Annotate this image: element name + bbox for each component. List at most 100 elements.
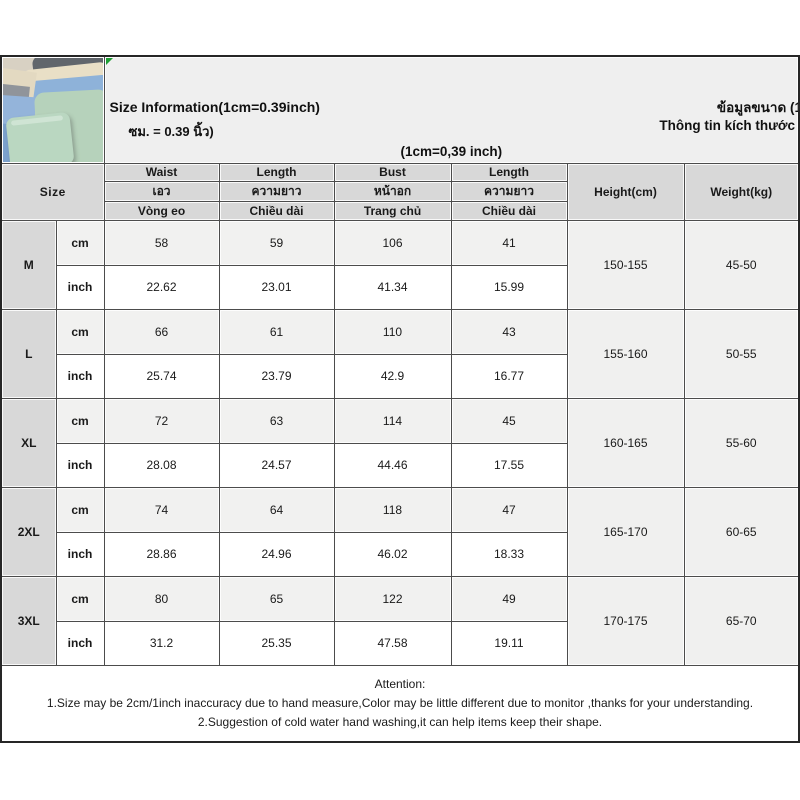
value-cell: 31.2 [103,620,220,666]
unit-label-cm: cm [55,575,105,622]
unit-label-cm: cm [55,219,105,266]
size-chart-sheet: Size Information(1cm=0.39inch) ซม. = 0.3… [0,55,800,743]
height-cell: 155-160 [566,308,685,399]
weight-cell: 50-55 [683,308,800,399]
attention-title: Attention: [374,677,426,692]
unit-label-inch: inch [55,442,105,488]
attention-row: Attention: 1.Size may be 2cm/1inch inacc… [0,664,800,743]
unit-label-cm: cm [55,486,105,533]
value-cell: 16.77 [450,353,568,399]
header-row-th: เอว ความยาว หน้าอก ความยาว [1,180,799,202]
value-cell: 45 [450,397,568,444]
weight-cell: 55-60 [683,397,800,488]
unit-label-inch: inch [55,531,105,577]
col-header-waist-th: เอว [103,180,220,202]
attention-line-1: 1.Size may be 2cm/1inch inaccuracy due t… [46,695,754,710]
col-header-length1-en: Length [218,162,335,182]
size-header: Size [0,162,105,221]
row-xl-inch: inch 28.08 24.57 44.46 17.55 [1,442,799,488]
value-cell: 41 [450,219,568,266]
height-cell: 150-155 [566,219,685,310]
attention-box: Attention: 1.Size may be 2cm/1inch inacc… [0,664,800,743]
value-cell: 118 [333,486,452,533]
title-thai-right: ข้อมูลขนาด (1 [716,100,799,115]
header-row-en: Size Waist Length Bust Length Height(cm)… [0,162,800,221]
size-cell-m: M [0,219,57,310]
unit-label-cm: cm [55,397,105,444]
height-cell: 160-165 [566,397,685,488]
value-cell: 25.35 [218,620,335,666]
title-vietnamese-right: Thông tin kích thước [659,118,795,133]
size-cell-l: L [0,308,57,399]
col-header-bust-en: Bust [333,162,452,182]
height-cell: 170-175 [566,575,685,666]
value-cell: 23.79 [218,353,335,399]
col-header-waist-vi: Vòng eo [103,200,220,221]
value-cell: 63 [218,397,335,444]
title-conversion-center: (1cm=0,39 inch) [400,144,503,159]
value-cell: 22.62 [103,264,220,310]
value-cell: 44.46 [333,442,452,488]
value-cell: 110 [333,308,452,355]
value-cell: 15.99 [450,264,568,310]
row-l-cm: L cm 66 61 110 43 155-160 50-55 [0,308,800,399]
weight-cell: 65-70 [683,575,800,666]
row-l-inch: inch 25.74 23.79 42.9 16.77 [1,353,799,399]
attention-line-2: 2.Suggestion of cold water hand washing,… [197,714,603,729]
unit-label-cm: cm [55,308,105,355]
title-block: Size Information(1cm=0.39inch) ซม. = 0.3… [103,55,800,164]
col-header-length2-en: Length [450,162,568,182]
value-cell: 47.58 [333,620,452,666]
weight-cell: 60-65 [683,486,800,577]
unit-label-inch: inch [55,264,105,310]
row-m-inch: inch 22.62 23.01 41.34 15.99 [1,264,799,310]
unit-label-inch: inch [55,353,105,399]
title-size-information: Size Information(1cm=0.39inch) [109,99,320,115]
value-cell: 42.9 [333,353,452,399]
row-2xl-inch: inch 28.86 24.96 46.02 18.33 [1,531,799,577]
value-cell: 25.74 [103,353,220,399]
size-cell-xl: XL [0,397,57,488]
value-cell: 43 [450,308,568,355]
value-cell: 64 [218,486,335,533]
value-cell: 24.96 [218,531,335,577]
value-cell: 74 [103,486,220,533]
value-cell: 46.02 [333,531,452,577]
value-cell: 19.11 [450,620,568,666]
row-3xl-cm: 3XL cm 80 65 122 49 170-175 65-70 [0,575,800,666]
product-photo-image [3,58,103,162]
size-cell-3xl: 3XL [0,575,57,666]
value-cell: 61 [218,308,335,355]
cell-corner-marker-icon [105,58,113,65]
row-2xl-cm: 2XL cm 74 64 118 47 165-170 60-65 [0,486,800,577]
value-cell: 17.55 [450,442,568,488]
size-cell-2xl: 2XL [0,486,57,577]
weight-cell: 45-50 [683,219,800,310]
value-cell: 47 [450,486,568,533]
value-cell: 59 [218,219,335,266]
height-cell: 165-170 [566,486,685,577]
value-cell: 49 [450,575,568,622]
value-cell: 41.34 [333,264,452,310]
col-header-waist-en: Waist [103,162,220,182]
value-cell: 65 [218,575,335,622]
top-band: Size Information(1cm=0.39inch) ซม. = 0.3… [0,55,800,164]
row-m-cm: M cm 58 59 106 41 150-155 45-50 [0,219,800,310]
size-table: Size Information(1cm=0.39inch) ซม. = 0.3… [0,55,800,743]
unit-label-inch: inch [55,620,105,666]
col-header-bust-vi: Trang chủ [333,200,452,221]
product-photo [0,55,105,164]
value-cell: 80 [103,575,220,622]
value-cell: 23.01 [218,264,335,310]
value-cell: 66 [103,308,220,355]
value-cell: 58 [103,219,220,266]
height-header: Height(cm) [566,162,685,221]
col-header-length1-vi: Chiều dài [218,200,335,221]
value-cell: 28.86 [103,531,220,577]
col-header-length2-th: ความยาว [450,180,568,202]
row-3xl-inch: inch 31.2 25.35 47.58 19.11 [1,620,799,666]
title-thai-conversion: ซม. = 0.39 นิ้ว) [128,124,214,139]
col-header-length2-vi: Chiều dài [450,200,568,221]
value-cell: 24.57 [218,442,335,488]
value-cell: 18.33 [450,531,568,577]
